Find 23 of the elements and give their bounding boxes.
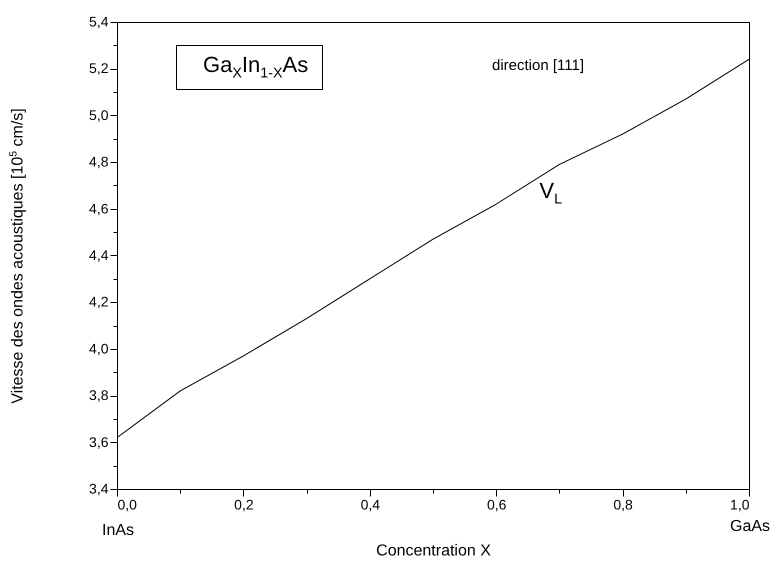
series-label: V$_{L}$ [539,178,562,208]
y-tick-label: 3,4 [89,480,109,496]
y-tick-label: 4,0 [89,340,109,356]
y-tick-label: 3,6 [89,434,109,450]
x-tick-label: 0,0 [118,496,138,512]
x-axis-title: Concentration X [376,542,492,560]
y-tick-label: 5,0 [89,106,109,123]
x-tick-label: 0,2 [234,496,254,512]
y-tick-label: 3,8 [89,387,109,404]
text: InAs [102,522,134,540]
y-tick-label: 5,4 [89,14,109,30]
x-tick-label: 0,6 [486,496,507,512]
text: GaAs [730,518,770,536]
y-tick-label: 4,2 [89,294,109,310]
y-tick-label: 5,2 [89,60,109,76]
x-tick-label: 0,4 [360,496,380,512]
x-tick-label: 1,0 [730,496,750,512]
y-tick-label: 4,6 [89,200,109,216]
y-tick-label: 4,4 [89,247,109,263]
annotation: Ga$_{X}$In$_{1-X}$As [176,45,324,90]
x-tick-label: 0,8 [613,496,634,512]
y-tick-label: 4,8 [89,154,109,170]
annotation: direction [111] [492,57,584,74]
